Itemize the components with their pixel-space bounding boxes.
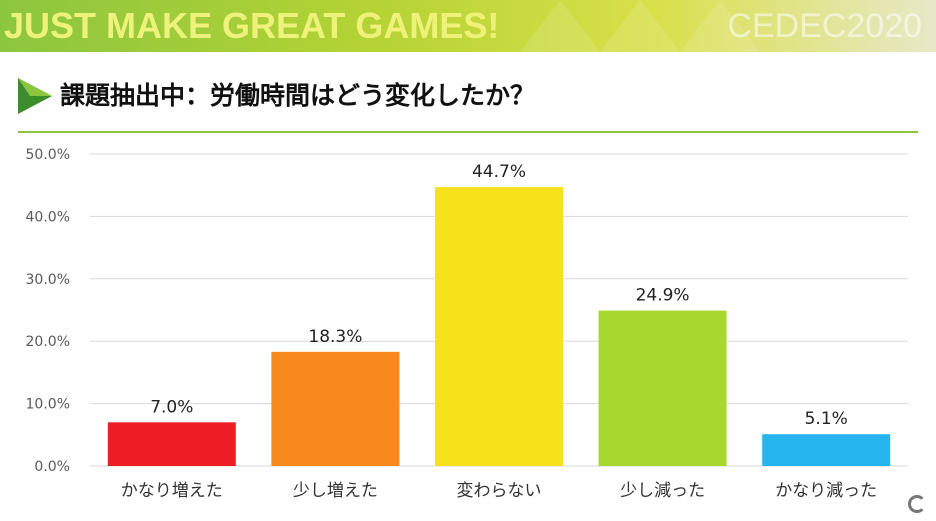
- data-label: 24.9%: [636, 286, 690, 306]
- y-tick-label: 40.0%: [26, 209, 70, 225]
- banner-decoration: [520, 0, 600, 52]
- category-label: かなり減った: [775, 481, 877, 501]
- category-label: かなり増えた: [121, 481, 223, 501]
- y-axis-ticks: 0.0% 10.0% 20.0% 30.0% 40.0% 50.0%: [26, 147, 70, 475]
- category-label: 少し減った: [620, 481, 705, 501]
- banner-decoration: [600, 0, 680, 52]
- data-labels: 7.0% 18.3% 44.7% 24.9% 5.1%: [150, 162, 848, 429]
- data-label: 7.0%: [150, 397, 193, 417]
- bar-2: [271, 351, 400, 466]
- y-tick-label: 10.0%: [26, 397, 70, 413]
- y-tick-label: 30.0%: [26, 272, 70, 288]
- bar-5: [762, 434, 891, 466]
- site-watermark-icon: [908, 495, 926, 513]
- category-label: 少し増えた: [293, 481, 378, 501]
- y-tick-label: 20.0%: [26, 334, 70, 350]
- y-tick-label: 50.0%: [26, 147, 70, 163]
- banner-decoration: [680, 0, 760, 52]
- bars: [107, 187, 891, 466]
- arrow-bullet-icon: [18, 78, 52, 114]
- data-label: 44.7%: [472, 162, 526, 182]
- y-tick-label: 0.0%: [34, 459, 70, 475]
- category-label: 変わらない: [457, 481, 542, 501]
- data-label: 18.3%: [308, 327, 362, 347]
- bar-3: [435, 187, 563, 466]
- data-label: 5.1%: [805, 409, 848, 429]
- category-labels: かなり増えた 少し増えた 変わらない 少し減った かなり減った: [121, 481, 877, 501]
- header-banner: JUST MAKE GREAT GAMES! CEDEC2020: [0, 0, 936, 52]
- bar-4: [598, 310, 727, 466]
- event-logo: CEDEC2020: [727, 7, 922, 45]
- banner-slogan: JUST MAKE GREAT GAMES!: [4, 5, 500, 46]
- title-divider: [18, 131, 918, 133]
- bar-1: [107, 422, 236, 466]
- slide-title: 課題抽出中：労働時間はどう変化したか？: [60, 81, 536, 110]
